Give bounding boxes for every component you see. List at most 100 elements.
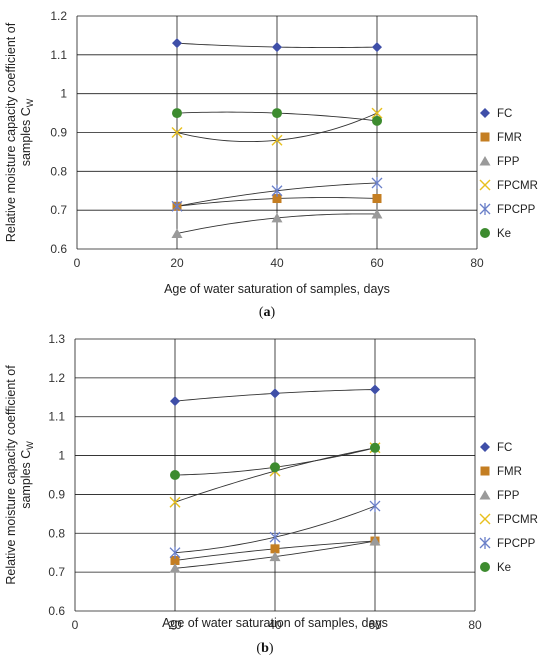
legend-item-fpcmr: FPCMR <box>479 179 538 192</box>
legend: FC FMR FPP FPCMR FPCPP Ke <box>479 108 538 240</box>
data-point-fpp <box>371 209 383 219</box>
legend-item-fpcpp: FPCPP <box>479 203 536 216</box>
data-point-fc <box>172 38 182 49</box>
data-point-ke <box>170 470 180 480</box>
y-tick-label: 1.2 <box>50 9 67 23</box>
data-point-fpp <box>369 536 381 546</box>
legend-label: Ke <box>497 562 511 574</box>
x-tick-label: 40 <box>270 256 284 270</box>
panel-label: (a) <box>259 305 276 320</box>
data-point-ke <box>172 108 182 119</box>
legend-marker-fpcmr <box>479 179 491 191</box>
y-tick-label: 0.8 <box>48 526 65 540</box>
y-tick-label: 1.3 <box>48 332 65 346</box>
y-tick-label: 0.6 <box>48 604 65 618</box>
y-axis-title-line: samples C <box>19 450 33 509</box>
data-point-fc <box>370 384 380 395</box>
y-axis-title-line: Relative moisture capacity coefficient o… <box>4 365 18 585</box>
y-tick-label: 0.7 <box>48 565 65 579</box>
y-tick-label: 1.1 <box>50 48 67 62</box>
legend-marker-fmr <box>480 466 490 476</box>
legend-item-ke: Ke <box>480 228 511 240</box>
y-tick-label: 0.9 <box>50 126 67 140</box>
legend-label: FPP <box>497 490 520 502</box>
chart-panel-b: 0.60.70.80.911.11.21.30 20 40 60 80FCFMRFPPF… <box>4 332 538 656</box>
legend-marker-fpcpp <box>479 203 491 215</box>
panel-label: (b) <box>256 641 273 656</box>
data-point-fmr <box>372 194 382 204</box>
data-point-fpp <box>169 563 181 573</box>
x-tick-label: 60 <box>370 256 384 270</box>
legend-item-ke: Ke <box>480 562 511 574</box>
y-axis-title-line: samples C <box>19 107 33 166</box>
data-point-fpp <box>271 212 283 223</box>
y-axis-title-subscript: W <box>25 98 35 107</box>
x-tick-label: 80 <box>468 618 482 632</box>
data-point-ke <box>370 442 380 453</box>
y-axis-title-line: Relative moisture capacity coefficient o… <box>4 22 18 242</box>
data-point-fpcpp <box>371 176 383 189</box>
data-point-fpcpp <box>271 184 283 197</box>
legend-marker-ke <box>480 228 490 238</box>
data-point-fpcpp <box>169 546 181 559</box>
data-point-fmr <box>272 194 282 204</box>
legend-label: FPCMR <box>497 514 538 526</box>
x-tick-label: 80 <box>470 256 484 270</box>
y-tick-label: 0.8 <box>50 164 67 178</box>
legend-item-fpcmr: FPCMR <box>479 513 538 526</box>
data-point-fpp <box>269 551 281 562</box>
data-point-fpcmr <box>371 107 383 119</box>
data-point-fpcmr <box>171 127 183 138</box>
legend-marker-fpp <box>479 490 491 500</box>
data-point-fpp <box>171 228 183 238</box>
y-tick-label: 0.9 <box>48 487 65 501</box>
y-tick-label: 1 <box>60 87 67 101</box>
data-point-fpcmr <box>169 496 181 508</box>
x-tick-label: 20 <box>170 256 184 270</box>
legend-label: FC <box>497 108 512 120</box>
x-axis-title: Age of water saturation of samples, days <box>164 282 390 296</box>
data-point-fmr <box>270 544 280 554</box>
legend-label: FPCPP <box>497 538 536 550</box>
data-point-ke <box>372 115 382 126</box>
legend-marker-fpcmr <box>479 513 491 525</box>
x-tick-label: 0 <box>74 256 81 270</box>
legend-label: FPCPP <box>497 204 536 216</box>
tick-labels: 0.6 0.7 0.8 0.9 1 1.1 1.2 0 20 40 60 80 <box>50 9 484 270</box>
data-point-fpcpp <box>171 200 183 213</box>
y-tick-label: 1 <box>58 449 65 463</box>
legend-label: FC <box>497 442 512 454</box>
legend-label: FPCMR <box>497 180 538 192</box>
data-point-ke <box>272 108 282 119</box>
panel-label-letter: a <box>264 305 271 320</box>
legend-item-fpp: FPP <box>479 490 520 502</box>
legend-marker-fmr <box>480 132 490 142</box>
data-point-fc <box>270 388 280 399</box>
data-point-fmr <box>170 555 180 565</box>
legend-marker-ke <box>480 562 490 572</box>
legend-item-fpp: FPP <box>479 156 520 168</box>
data-point-fpcpp <box>369 500 381 513</box>
legend-label: FPP <box>497 156 520 168</box>
x-tick-label: 0 <box>72 618 79 632</box>
legend-item-fpcpp: FPCPP <box>479 537 536 550</box>
x-tick-label: 60 <box>368 618 382 632</box>
y-tick-label: 1.2 <box>48 371 65 385</box>
data-point-fpcmr <box>271 134 283 146</box>
data-points <box>169 384 381 573</box>
legend-marker-fpcpp <box>479 537 491 549</box>
tick-labels: 0.6 0.7 0.8 0.9 1 1.1 1.2 1.3 0 20 40 60 80 <box>48 332 482 632</box>
legend-label: Ke <box>497 228 511 240</box>
data-point-ke <box>270 462 280 473</box>
legend-label: FMR <box>497 466 522 478</box>
data-point-fc <box>372 42 382 53</box>
legend-item-fmr: FMR <box>480 132 522 144</box>
legend-marker-fc <box>480 442 490 452</box>
chart-panel-a: 0.6 0.7 0.8 0.9 1 1.1 1.2 0 20 40 60 80 FC FMR FPP FPCM… <box>4 9 538 320</box>
y-tick-label: 1.1 <box>48 410 65 424</box>
data-points <box>171 38 383 238</box>
panel-label-letter: b <box>261 641 269 656</box>
data-point-fpcpp <box>269 531 281 544</box>
x-axis-title: Age of water saturation of samples, days <box>162 616 388 630</box>
